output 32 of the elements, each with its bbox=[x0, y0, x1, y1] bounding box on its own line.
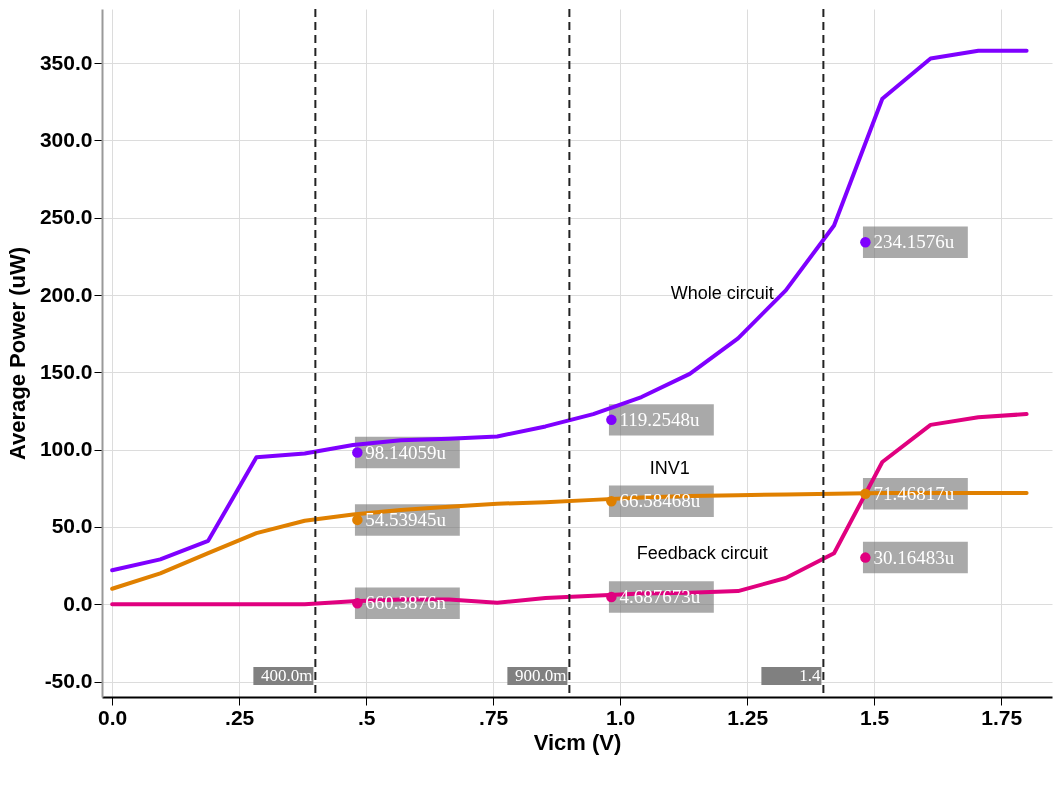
series-label: Feedback circuit bbox=[636, 542, 768, 563]
x-tick-label: 1.5 bbox=[860, 705, 890, 729]
x-tick-label: 1.25 bbox=[727, 705, 769, 729]
y-tick-label: -50.0 bbox=[44, 669, 93, 693]
x-tick-label: 0.0 bbox=[98, 705, 128, 729]
x-tick-label: .75 bbox=[479, 705, 509, 729]
ref-line-label: 900.0m bbox=[514, 666, 567, 685]
y-tick-label: 200.0 bbox=[39, 282, 93, 306]
x-tick-label: 1.0 bbox=[606, 705, 636, 729]
x-tick-label: .5 bbox=[357, 705, 376, 729]
y-tick-label: 100.0 bbox=[39, 437, 93, 461]
y-tick-label: 300.0 bbox=[39, 127, 93, 151]
x-tick-label: .25 bbox=[225, 705, 255, 729]
x-axis-title: Vicm (V) bbox=[533, 729, 622, 755]
annotation: 30.16483u bbox=[873, 546, 955, 568]
annotation: 98.14059u bbox=[365, 441, 447, 463]
y-axis-title: Average Power (uW) bbox=[4, 246, 30, 461]
series-label: Whole circuit bbox=[670, 283, 774, 304]
annotation: 119.2548u bbox=[619, 408, 700, 430]
ref-line-label: 1.4 bbox=[799, 666, 821, 685]
y-tick-label: 50.0 bbox=[51, 514, 93, 538]
y-tick-label: 150.0 bbox=[39, 359, 93, 383]
ref-line-label: 400.0m bbox=[260, 666, 313, 685]
y-tick-label: 0.0 bbox=[63, 591, 93, 615]
y-tick-label: 350.0 bbox=[39, 50, 93, 74]
annotation: 234.1576u bbox=[873, 231, 955, 253]
y-tick-label: 250.0 bbox=[39, 205, 93, 229]
line-series bbox=[110, 412, 1029, 607]
series-label: INV1 bbox=[649, 458, 690, 479]
line-series bbox=[110, 48, 1029, 573]
x-tick-label: 1.75 bbox=[981, 705, 1023, 729]
annotation: 54.53945u bbox=[365, 508, 447, 530]
